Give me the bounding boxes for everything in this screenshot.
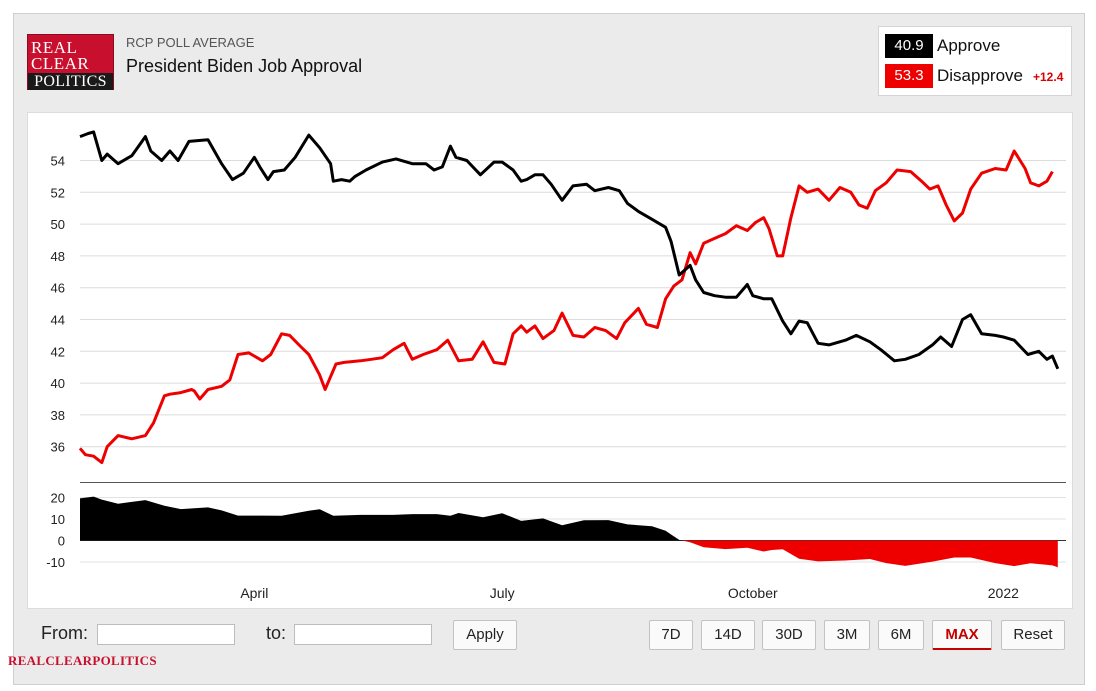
y-tick-label: 42: [51, 344, 65, 359]
y-tick-label: 38: [51, 408, 65, 423]
x-tick-label: 2022: [988, 585, 1019, 601]
range-14d-button[interactable]: 14D: [701, 620, 755, 650]
legend: 40.9 Approve 53.3 Disapprove +12.4: [878, 26, 1072, 96]
reset-button[interactable]: Reset: [1001, 620, 1065, 650]
footer-brand-logo[interactable]: REALCLEARPOLITICS: [8, 653, 157, 668]
range-7d-button[interactable]: 7D: [649, 620, 693, 650]
x-tick-label: October: [728, 585, 778, 601]
range-6m-button[interactable]: 6M: [878, 620, 924, 650]
chart-subtitle: RCP POLL AVERAGE: [126, 35, 255, 50]
to-label: to:: [266, 623, 287, 643]
logo-line-1: REAL: [31, 38, 78, 57]
approve-label: Approve: [937, 36, 1001, 55]
series-line-approve: [79, 130, 1060, 370]
logo-line-3: POLITICS: [28, 73, 113, 90]
controls-bar: From: to: Apply 7D 14D 30D 3M 6M MAX Res…: [14, 612, 1086, 662]
series-line-disapprove: [78, 149, 1054, 465]
chart-svg: 36 38 40 42 44 46 48 50 52 54 -10 0 10 20 April July Oct…: [46, 130, 1066, 601]
plot-area: 36 38 40 42 44 46 48 50 52 54 -10 0 10 20 April July Oct…: [27, 112, 1073, 609]
approve-value: 40.9: [885, 34, 933, 58]
disapprove-value: 53.3: [885, 64, 933, 88]
y-tick-label: 10: [51, 512, 65, 527]
y-tick-label: 20: [51, 491, 65, 506]
from-label: From:: [41, 623, 88, 643]
chart-title: President Biden Job Approval: [126, 56, 363, 76]
spread-area-positive: [80, 496, 1058, 541]
to-date-input[interactable]: [294, 624, 432, 645]
y-tick-label: 48: [51, 249, 65, 264]
rcp-logo[interactable]: REAL CLEAR POLITICS: [27, 34, 114, 90]
x-tick-label: April: [240, 585, 268, 601]
y-tick-label: 46: [51, 281, 65, 296]
spread-area-negative: [80, 540, 1058, 568]
range-max-button[interactable]: MAX: [932, 620, 992, 650]
spread-value: +12.4: [1033, 70, 1064, 84]
y-tick-label: 0: [58, 534, 65, 549]
logo-line-2: CLEAR: [31, 54, 90, 73]
y-tick-label: 50: [51, 217, 65, 232]
range-3m-button[interactable]: 3M: [824, 620, 870, 650]
y-tick-label: -10: [46, 555, 65, 570]
poll-widget: REAL CLEAR POLITICS RCP POLL AVERAGE Pre…: [13, 13, 1085, 685]
x-tick-label: July: [490, 585, 515, 601]
y-tick-label: 44: [51, 313, 65, 328]
y-tick-label: 40: [51, 376, 65, 391]
header: REAL CLEAR POLITICS RCP POLL AVERAGE Pre…: [14, 14, 1086, 112]
y-tick-label: 54: [51, 154, 65, 169]
range-30d-button[interactable]: 30D: [762, 620, 816, 650]
y-tick-label: 52: [51, 185, 65, 200]
from-date-input[interactable]: [97, 624, 235, 645]
apply-button[interactable]: Apply: [453, 620, 517, 650]
disapprove-label: Disapprove: [937, 66, 1023, 85]
y-tick-label: 36: [51, 440, 65, 455]
